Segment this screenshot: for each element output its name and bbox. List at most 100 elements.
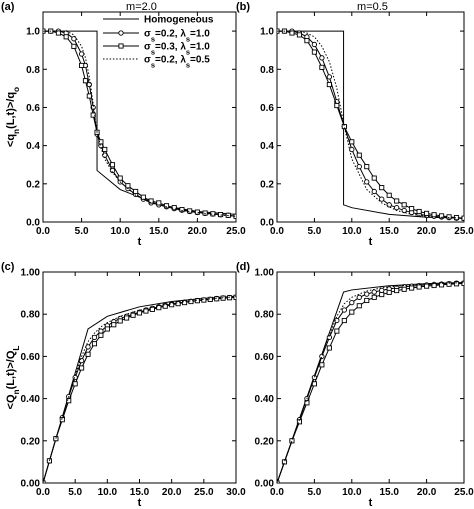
point-circle [371, 188, 377, 195]
x-tick-label: 0.0 [36, 226, 50, 237]
x-tick-label: 25.0 [454, 226, 474, 237]
point-square [214, 296, 220, 302]
point-square [326, 81, 332, 88]
point-square [386, 289, 392, 296]
point-square [86, 93, 92, 99]
panel-1: 0.0 5.0 10.0 15.0 20.0 25.0 0.0 0.2 0.4 0.6 0.8 1.0… [1, 1, 246, 248]
panel-title: m=2.0 [126, 1, 157, 13]
point-square [371, 294, 377, 300]
point-square [386, 192, 392, 198]
point-square [364, 164, 370, 170]
point-square [140, 194, 146, 200]
point-square [53, 436, 59, 442]
point-circle [349, 146, 355, 153]
point-circle [371, 289, 377, 295]
y-tick-label: 0.4 [26, 141, 40, 152]
point-square [66, 398, 72, 404]
point-square [136, 310, 143, 316]
point-circle [98, 328, 104, 334]
panel-tag: (c) [1, 261, 15, 273]
point-square [79, 365, 85, 371]
point-square [194, 298, 200, 304]
point-square [169, 302, 175, 308]
panel-3: 0.0 5.0 10.0 15.0 20.0 25.0 30.0 0.00 0.20 0.40 0.… [1, 261, 246, 509]
point-square [71, 43, 77, 49]
y-tick-label: 0.0 [26, 218, 40, 229]
x-tick-label: 5.0 [307, 226, 321, 237]
x-axis-label: t [369, 497, 373, 509]
point-square [233, 294, 236, 300]
x-tick-label: 5.0 [307, 487, 321, 498]
point-square [98, 139, 104, 145]
point-circle [326, 74, 333, 80]
point-circle [71, 36, 77, 42]
series-group [277, 280, 464, 483]
point-square [364, 297, 370, 304]
y-tick-label: 0.0 [260, 218, 274, 229]
point-square [356, 152, 362, 158]
point-square [201, 297, 207, 303]
y-tick-label: 0.6 [260, 103, 274, 114]
point-square [416, 284, 422, 290]
point-square [289, 30, 295, 36]
x-tick-label: 10.0 [342, 487, 362, 498]
point-square [46, 458, 52, 464]
y-tick-label: 0.60 [21, 352, 41, 363]
series-line-2 [277, 30, 464, 220]
point-square [326, 345, 332, 351]
point-square [79, 62, 85, 69]
x-tick-label: 0.0 [36, 487, 50, 498]
plot-frame [276, 271, 465, 484]
x-tick-label: 20.0 [162, 487, 182, 498]
panel-title: m=0.5 [357, 1, 388, 13]
point-square [461, 280, 464, 286]
point-square [163, 203, 170, 209]
x-axis-label: t [138, 236, 142, 248]
point-square [207, 296, 213, 302]
x-tick-label: 15.0 [130, 487, 150, 498]
point-square [82, 78, 89, 84]
y-tick-label: 0.60 [255, 352, 275, 363]
y-tick-label: 0.00 [21, 479, 41, 490]
y-tick-label: 1.0 [26, 27, 40, 38]
series-line-3 [277, 30, 464, 219]
point-circle [319, 353, 325, 360]
point-square [210, 211, 216, 217]
point-square [111, 322, 117, 328]
y-tick-label: 0.6 [26, 103, 40, 114]
y-tick-label: 0.40 [21, 394, 41, 405]
y-tick-label: 0.40 [255, 394, 275, 405]
point-square [175, 301, 181, 307]
point-square [143, 308, 149, 314]
x-tick-label: 10.0 [98, 487, 118, 498]
point-square [181, 300, 188, 306]
point-square [341, 317, 347, 324]
series-group [43, 294, 236, 483]
point-square [379, 292, 385, 298]
legend-marker-square [118, 43, 124, 49]
series-line-3 [43, 296, 236, 483]
legend-marker-circle [118, 30, 124, 36]
series-line-4 [277, 30, 464, 219]
point-circle [356, 294, 362, 300]
y-tick-label: 1.0 [260, 27, 274, 38]
series-line-4 [43, 30, 236, 217]
legend-label-1: Homogeneous [144, 15, 214, 26]
point-square [394, 288, 400, 294]
x-tick-label: 20.0 [417, 226, 437, 237]
point-square [162, 303, 168, 309]
point-circle [394, 205, 400, 211]
point-square [356, 303, 362, 309]
x-tick-label: 0.0 [270, 487, 284, 498]
series-line-1 [277, 30, 464, 219]
point-square [63, 34, 69, 40]
point-square [149, 306, 155, 312]
x-tick-label: 15.0 [379, 487, 399, 498]
series-group [43, 28, 236, 219]
y-tick-label: 0.2 [260, 179, 274, 190]
panel-4: 0.0 5.0 10.0 15.0 20.0 25.0 0.00 0.20 0.40 0.60 0.… [236, 261, 474, 509]
x-tick-label: 20.0 [417, 487, 437, 498]
point-square [187, 208, 193, 214]
series-line-4 [43, 296, 236, 483]
point-circle [85, 344, 91, 350]
